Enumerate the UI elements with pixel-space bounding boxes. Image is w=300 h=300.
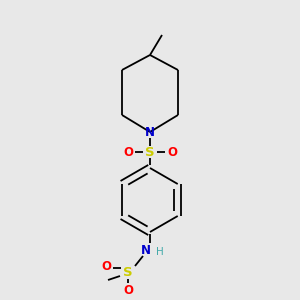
Text: O: O: [167, 146, 177, 158]
Text: O: O: [123, 146, 133, 158]
Text: N: N: [145, 125, 155, 139]
Text: S: S: [123, 266, 133, 278]
Text: O: O: [123, 284, 133, 296]
Text: S: S: [145, 146, 155, 158]
Text: H: H: [156, 247, 164, 257]
Text: O: O: [101, 260, 111, 274]
Text: N: N: [141, 244, 151, 256]
